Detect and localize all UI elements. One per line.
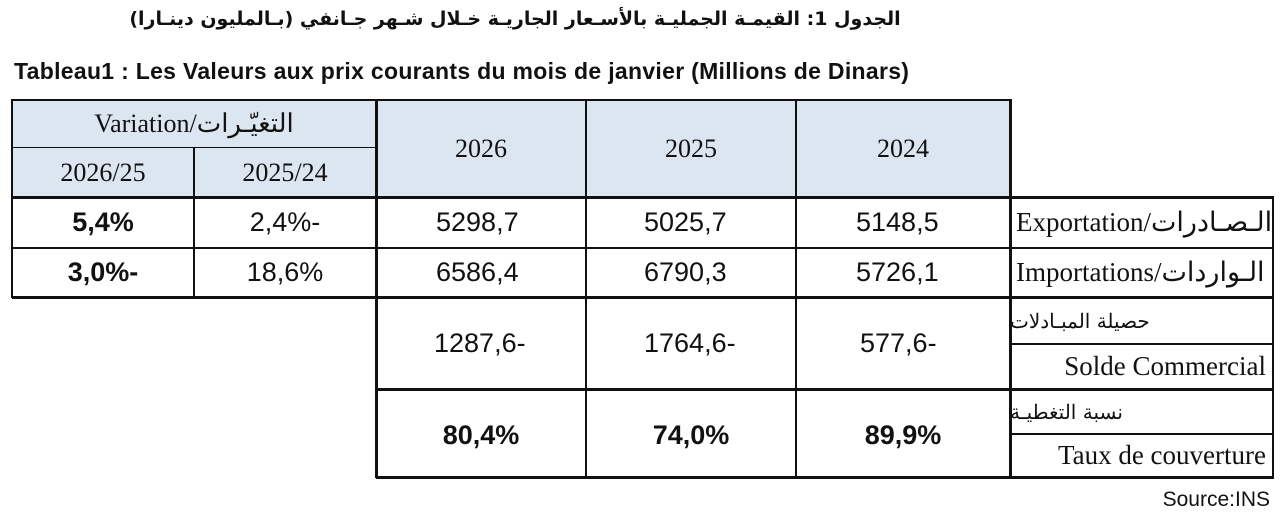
header-year-2024: 2024: [796, 100, 1010, 197]
header-variation-label: Variation/التغيّـرات: [94, 109, 294, 138]
header-year-2025: 2025: [586, 100, 796, 197]
source-note: Source:INS: [1162, 488, 1270, 511]
header-variation: Variation/التغيّـرات: [12, 100, 376, 148]
border-header-bottom: [12, 196, 1274, 199]
header-var-2026-25: 2026/25: [12, 148, 194, 197]
coverage-2026: 80,4%: [442, 419, 520, 450]
border-variation-sub: [12, 147, 376, 148]
border-var-split: [193, 148, 195, 298]
border-imports-bottom: [12, 296, 1274, 299]
border-balance-bottom: [376, 388, 1274, 391]
coverage-label-fr: Taux de couverture: [1057, 440, 1266, 470]
exports-2024: 5148,5: [856, 206, 939, 237]
imports-2026: 6586,4: [436, 256, 519, 287]
balance-2024: 577,6-: [860, 327, 937, 358]
imports-label: Importations/الـواردات: [1016, 256, 1265, 287]
border-exports-bottom: [12, 247, 1274, 249]
imports-2025: 6790,3: [644, 256, 727, 287]
border-col-2024: [795, 99, 797, 478]
balance-label-ar: حصيلة المبـادلات: [1010, 308, 1150, 333]
exports-label: Exportation/الـصـادرات: [1016, 206, 1273, 237]
border-right: [1272, 196, 1274, 478]
header-var-2025-24: 2025/24: [194, 148, 376, 197]
title-arabic: الجدول 1: القيمـة الجمليـة بالأسـعار الج…: [129, 8, 901, 30]
coverage-2025: 74,0%: [652, 419, 730, 450]
exports-2025: 5025,7: [644, 206, 727, 237]
border-bottom: [376, 476, 1274, 479]
border-coverage-mid: [1010, 433, 1274, 435]
title-french: Tableau1 : Les Valeurs aux prix courants…: [14, 58, 910, 84]
exports-var-2026-25: 5,4%: [72, 206, 134, 237]
border-col-2026: [375, 99, 378, 478]
imports-var-2026-25: 3,0%-: [67, 256, 139, 287]
balance-2025: 1764,6-: [644, 327, 736, 358]
coverage-2024: 89,9%: [864, 419, 942, 450]
imports-2024: 5726,1: [856, 256, 939, 287]
balance-label-fr: Solde Commercial: [1064, 351, 1266, 381]
imports-var-2025-24: 18,6%: [246, 256, 324, 287]
exports-var-2025-24: 2,4%-: [249, 206, 321, 237]
balance-2026: 1287,6-: [434, 327, 526, 358]
border-top: [12, 99, 1011, 101]
border-col-labels: [1009, 99, 1012, 478]
header-year-2026: 2026: [376, 100, 586, 197]
border-balance-mid: [1010, 343, 1274, 345]
exports-2026: 5298,7: [436, 206, 519, 237]
border-col-2025: [585, 99, 587, 478]
coverage-label-ar: نسبة التغطيـة: [1010, 399, 1123, 424]
